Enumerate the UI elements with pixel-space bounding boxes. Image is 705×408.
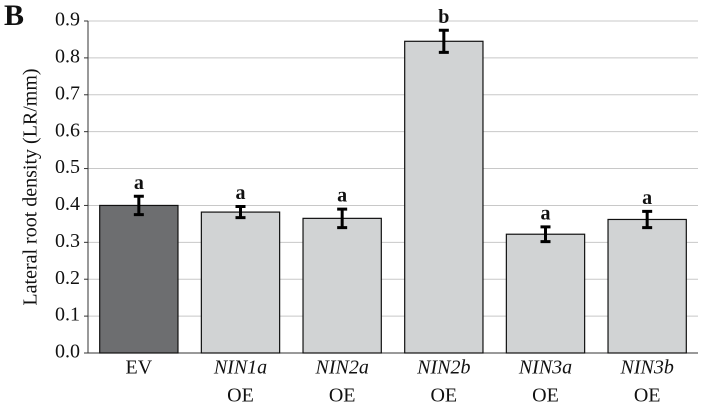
y-tick-label: 0.9: [55, 9, 80, 31]
y-tick-label: 0.7: [55, 82, 80, 104]
error-bar: [133, 194, 144, 217]
y-tick-label: 0.0: [55, 341, 80, 363]
error-bar: [337, 207, 348, 230]
error-bar: [642, 209, 653, 230]
x-tick-label: NIN2a: [314, 357, 368, 379]
significance-letter: a: [236, 182, 246, 204]
x-tick-label: OE: [430, 385, 457, 407]
y-tick-label: 0.5: [55, 156, 80, 178]
bar: [200, 211, 281, 354]
x-tick-label: NIN3b: [619, 357, 673, 379]
bar: [607, 218, 687, 354]
significance-letter: a: [541, 202, 551, 224]
significance-letter: a: [134, 172, 144, 194]
y-tick-label: 0.4: [55, 193, 80, 215]
x-tick-label: OE: [634, 385, 661, 407]
significance-letter: a: [642, 187, 652, 209]
y-tick-label: 0.6: [55, 119, 80, 141]
error-bar: [438, 28, 449, 54]
y-tick-label: 0.8: [55, 45, 80, 67]
x-tick-label: NIN3a: [518, 357, 572, 379]
x-tick-label: NIN2b: [416, 357, 470, 379]
bar: [404, 40, 484, 354]
x-tick-label: OE: [227, 385, 254, 407]
bar: [302, 217, 382, 354]
x-tick-label: OE: [329, 385, 356, 407]
y-tick-label: 0.2: [55, 267, 80, 289]
error-bar: [540, 225, 551, 244]
y-tick-label: 0.3: [55, 230, 80, 252]
bar: [99, 204, 179, 354]
panel-label: B: [4, 0, 24, 32]
significance-letter: a: [337, 185, 347, 207]
x-tick-label: OE: [532, 385, 559, 407]
y-tick-label: 0.1: [55, 304, 80, 326]
y-axis-label: Lateral root density (LR/mm): [20, 68, 42, 305]
bar: [505, 233, 586, 354]
error-bar: [235, 205, 246, 220]
x-tick-label: NIN1a: [213, 357, 267, 379]
significance-letter: b: [438, 6, 449, 28]
x-tick-label: EV: [125, 357, 152, 379]
